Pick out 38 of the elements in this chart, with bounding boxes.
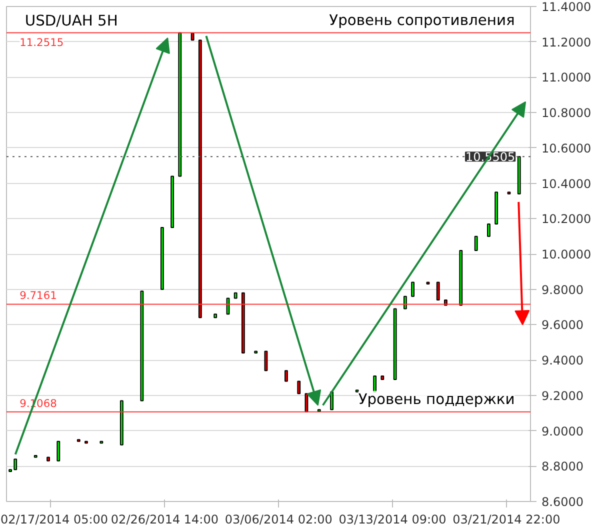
x-tick-label: 03/21/2014 22:00 — [452, 512, 560, 526]
y-tick-label: 11.4000 — [542, 0, 592, 14]
x-tick-label: 03/13/2014 09:00 — [338, 512, 446, 526]
candlestick — [264, 350, 268, 372]
y-tick-label: 10.2000 — [542, 212, 592, 226]
candlestick — [304, 393, 308, 412]
y-tick-label: 11.2000 — [542, 35, 592, 50]
x-tick-label: 02/26/2014 14:00 — [110, 512, 218, 526]
ref-line-label: 10.5505 — [465, 150, 516, 164]
y-tick-label: 10.0000 — [542, 248, 592, 262]
x-tick-label: 02/17/2014 05:00 — [0, 512, 108, 526]
y-tick-label: 9.6000 — [542, 318, 584, 332]
y-tick-label: 9.0000 — [542, 424, 584, 438]
candlestick — [297, 380, 301, 394]
y-tick-label: 10.8000 — [542, 106, 592, 120]
y-tick-label: 8.8000 — [542, 460, 584, 474]
candlestick — [284, 370, 288, 382]
y-tick-label: 10.6000 — [542, 141, 592, 156]
y-tick-label: 9.4000 — [542, 354, 584, 368]
x-tick-label: 03/06/2014 02:00 — [224, 512, 332, 526]
y-tick-label: 11.0000 — [542, 70, 592, 85]
y-tick-label: 8.6000 — [542, 495, 584, 509]
candlestick — [403, 296, 407, 310]
candlestick — [226, 298, 230, 315]
candlestick — [411, 282, 414, 297]
candlestick — [474, 236, 478, 251]
ref-line-label: 9.7161 — [20, 289, 57, 302]
candlestick — [487, 223, 490, 237]
annotation: Уровень поддержки — [358, 390, 515, 408]
y-tick-label: 9.8000 — [542, 282, 584, 297]
candlestick — [56, 440, 60, 462]
y-tick-label: 10.4000 — [542, 176, 592, 191]
candlestick — [436, 282, 440, 300]
annotation: Уровень сопротивления — [329, 12, 515, 29]
candlestick — [373, 375, 377, 392]
y-tick-label: 9.2000 — [542, 388, 584, 403]
chart-title: USD/UAH 5H — [24, 12, 118, 30]
ref-line-label: 11.2515 — [20, 36, 64, 49]
